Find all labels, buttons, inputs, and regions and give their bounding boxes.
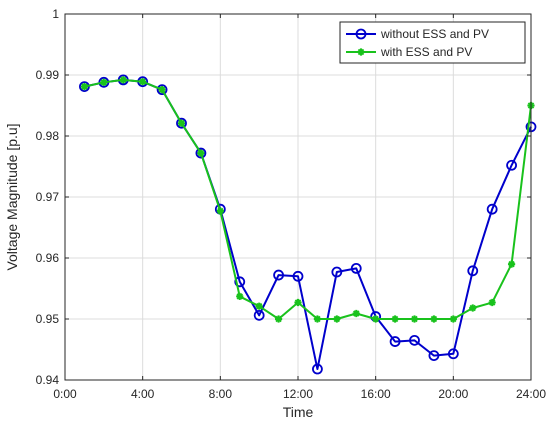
axis-ticks: [64, 13, 532, 381]
y-tick-label: 0.98: [36, 129, 60, 143]
series-layer: [79, 74, 537, 375]
data-point: [391, 315, 399, 323]
data-point: [467, 265, 479, 277]
data-point: [410, 315, 419, 323]
legend: without ESS and PV with ESS and PV: [339, 21, 526, 64]
data-point: [428, 350, 440, 362]
data-point: [176, 117, 187, 129]
data-point: [139, 78, 147, 86]
data-point: [507, 260, 516, 268]
data-point: [197, 149, 205, 157]
data-point: [156, 84, 168, 96]
data-point: [469, 304, 477, 312]
legend-marker-without: [355, 28, 367, 40]
y-axis-title: Voltage Magnitude [p.u]: [4, 123, 20, 270]
data-point: [236, 292, 244, 301]
series-with-ess-pv: [80, 76, 535, 323]
data-point: [389, 336, 401, 347]
legend-star-shape: [357, 48, 365, 56]
data-point: [486, 203, 498, 215]
data-point: [253, 309, 265, 321]
data-point: [313, 315, 322, 323]
data-point: [372, 315, 380, 323]
data-point: [255, 302, 263, 310]
y-tick-label: 0.95: [36, 312, 60, 326]
x-tick-label: 20:00: [438, 387, 468, 401]
x-tick-label: 0:00: [53, 387, 77, 401]
data-point: [274, 315, 283, 323]
x-tick-label: 4:00: [131, 387, 155, 401]
data-point: [352, 309, 360, 318]
data-point: [449, 315, 457, 323]
y-tick-label: 0.99: [36, 68, 60, 82]
x-tick-label: 24:00: [516, 387, 546, 401]
legend-label-with: with ESS and PV: [380, 45, 472, 59]
x-tick-label: 16:00: [361, 387, 391, 401]
data-point: [447, 348, 459, 360]
data-point: [119, 76, 127, 84]
data-point: [488, 298, 496, 307]
data-point: [350, 262, 362, 274]
data-point: [506, 159, 517, 171]
data-point: [430, 315, 438, 323]
data-point: [294, 298, 302, 307]
data-point: [177, 119, 186, 127]
y-tick-label: 0.96: [36, 251, 60, 265]
data-point: [333, 315, 341, 323]
data-point: [312, 363, 323, 375]
y-tick-label: 0.97: [36, 190, 60, 204]
data-point: [216, 207, 224, 215]
y-tick-label: 0.94: [36, 373, 60, 387]
data-point: [80, 82, 89, 91]
legend-box: [339, 21, 526, 64]
data-point: [409, 334, 420, 346]
legend-marker-with: [357, 48, 365, 56]
data-point: [158, 86, 166, 94]
x-axis-title: Time: [283, 404, 314, 420]
data-point: [100, 78, 108, 86]
x-tick-label: 12:00: [283, 387, 313, 401]
data-point: [292, 270, 304, 282]
legend-label-without: without ESS and PV: [380, 27, 489, 41]
data-point: [273, 269, 284, 281]
y-tick-label: 1: [52, 7, 59, 21]
data-point: [234, 276, 246, 288]
x-tick-label: 8:00: [209, 387, 233, 401]
data-point: [331, 266, 343, 278]
data-point: [195, 147, 207, 159]
